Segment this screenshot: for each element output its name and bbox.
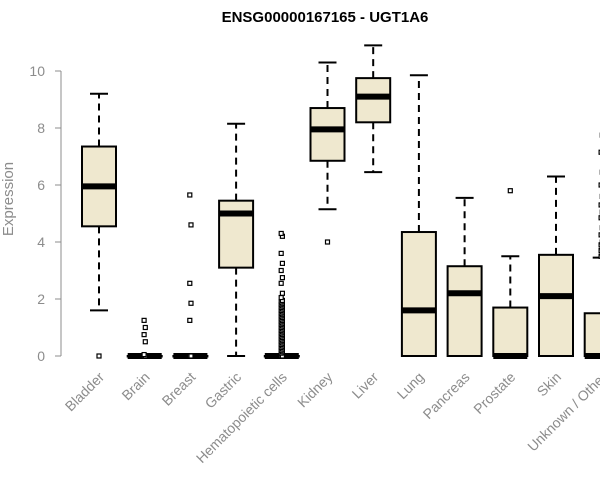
outlier-point xyxy=(278,294,284,301)
outlier-point xyxy=(188,300,194,306)
box-breast xyxy=(172,192,209,359)
y-axis-label: Expression xyxy=(0,162,17,236)
x-tick-label: Prostate xyxy=(470,369,518,417)
box-skin xyxy=(538,175,574,357)
outlier-point xyxy=(141,351,147,358)
iqr-box xyxy=(355,77,392,124)
box-lung xyxy=(400,74,437,357)
outlier-point xyxy=(279,260,285,266)
y-tick-label: 8 xyxy=(37,120,45,136)
iqr-box xyxy=(538,253,574,357)
outlier-point xyxy=(141,332,147,338)
x-tick-label: Breast xyxy=(159,369,199,409)
box-prostate xyxy=(492,188,529,359)
outlier-point xyxy=(279,275,285,281)
box-liver xyxy=(355,44,392,174)
outlier-point xyxy=(188,222,194,228)
x-tick-label: Brain xyxy=(118,369,152,403)
outlier-point xyxy=(279,290,285,296)
outlier-point xyxy=(142,339,148,345)
y-tick-label: 6 xyxy=(37,177,45,193)
x-tick-label: Liver xyxy=(349,369,382,402)
chart-title: ENSG00000167165 - UGT1A6 xyxy=(222,9,429,26)
box-bladder xyxy=(81,92,117,359)
outlier-point xyxy=(187,317,193,323)
outlier-point xyxy=(278,250,284,256)
x-tick-label: Skin xyxy=(534,369,565,400)
x-tick-label: Gastric xyxy=(202,369,245,412)
outlier-point xyxy=(141,317,147,323)
x-tick-label: Lung xyxy=(394,369,427,402)
outlier-point xyxy=(142,324,148,331)
box-series xyxy=(81,44,600,359)
box-brain xyxy=(126,317,163,359)
y-tick-label: 2 xyxy=(37,291,45,307)
box-kidney xyxy=(309,61,346,245)
iqr-box xyxy=(400,231,437,357)
iqr-box xyxy=(446,265,483,358)
outlier-point xyxy=(96,353,102,359)
outlier-point xyxy=(187,192,193,198)
y-tick-label: 4 xyxy=(37,234,45,250)
box-pancreas xyxy=(446,196,483,358)
outlier-point xyxy=(187,280,193,286)
iqr-box xyxy=(492,306,529,357)
x-tick-label: Hematopoietic cells xyxy=(193,369,290,466)
outlier-point xyxy=(324,239,331,245)
box-hematopoietic-cells xyxy=(263,230,300,359)
x-tick-label: Pancreas xyxy=(420,369,473,422)
outlier-point xyxy=(278,280,284,286)
x-tick-label: Bladder xyxy=(62,369,108,415)
y-tick-label: 10 xyxy=(29,63,45,79)
box-unknown-other xyxy=(583,132,600,359)
outlier-point xyxy=(507,188,513,194)
y-tick-label: 0 xyxy=(37,348,45,364)
iqr-box xyxy=(309,107,346,162)
box-gastric xyxy=(218,122,255,357)
y-axis: 0 2 4 6 8 10 xyxy=(29,63,62,364)
iqr-box xyxy=(583,312,600,357)
x-tick-label: Kidney xyxy=(294,369,336,411)
outlier-point xyxy=(278,267,284,274)
outlier-point xyxy=(188,353,194,359)
outlier-point xyxy=(278,230,284,237)
